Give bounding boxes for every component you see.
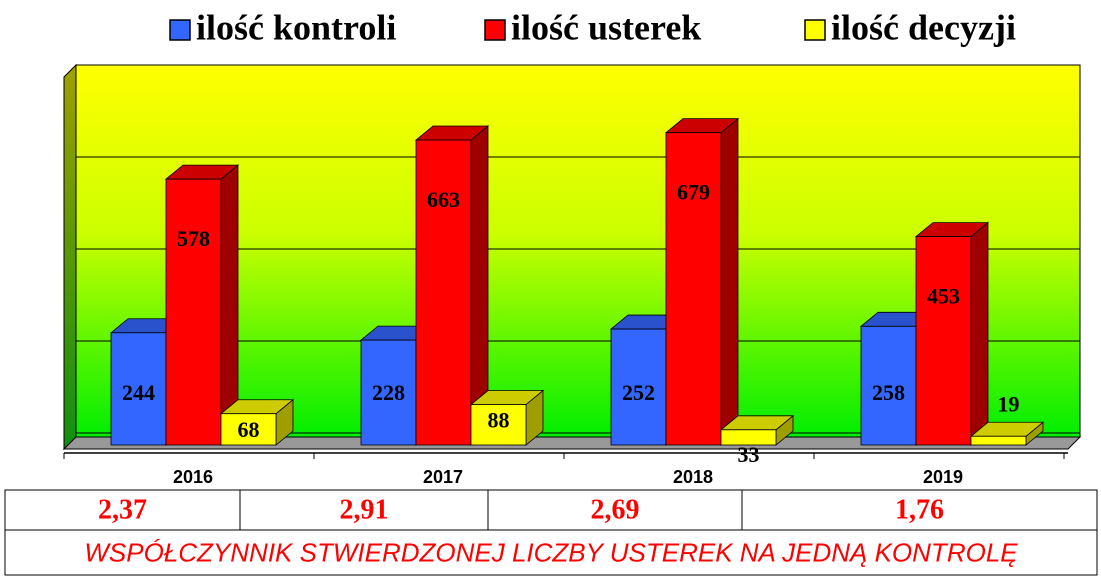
data-label: 453 xyxy=(927,284,960,309)
table-cell: 1,76 xyxy=(895,494,944,525)
data-label: 244 xyxy=(122,380,155,405)
bar xyxy=(970,435,1027,446)
legend-swatch xyxy=(484,19,506,41)
side-wall xyxy=(63,63,77,451)
legend-swatch xyxy=(169,19,191,41)
data-label: 228 xyxy=(372,380,405,405)
data-label: 258 xyxy=(872,380,905,405)
bar-side xyxy=(970,221,989,446)
x-tick-label: 2019 xyxy=(923,467,963,487)
table-cell: 2,37 xyxy=(98,494,147,525)
data-label: 578 xyxy=(177,226,210,251)
x-tick-label: 2016 xyxy=(173,467,213,487)
bar xyxy=(110,332,167,446)
table-border xyxy=(4,489,1098,576)
data-label: 88 xyxy=(488,408,510,433)
bar xyxy=(415,139,472,446)
x-tick-label: 2017 xyxy=(423,467,463,487)
table-cell: 2,91 xyxy=(340,494,389,525)
bar xyxy=(720,429,777,446)
bar xyxy=(165,178,222,446)
legend-label: ilość usterek xyxy=(511,7,701,47)
bar xyxy=(360,339,417,446)
data-label: 33 xyxy=(738,442,760,467)
bar xyxy=(220,413,277,446)
bar xyxy=(915,236,972,446)
bar xyxy=(665,132,722,446)
data-label: 663 xyxy=(427,187,460,212)
table-caption: WSPÓŁCZYNNIK STWIERDZONEJ LICZBY USTEREK… xyxy=(84,537,1018,567)
bar xyxy=(610,328,667,446)
table-cell: 2,69 xyxy=(591,494,640,525)
data-label: 68 xyxy=(238,417,260,442)
data-label: 679 xyxy=(677,180,710,205)
x-tick-label: 2018 xyxy=(673,467,713,487)
data-label: 252 xyxy=(622,380,655,405)
legend-label: ilość kontroli xyxy=(196,7,396,47)
bar-side xyxy=(720,117,739,446)
data-label: 19 xyxy=(998,391,1020,416)
legend-swatch xyxy=(804,19,826,41)
legend-label: ilość decyzji xyxy=(831,7,1016,47)
floor xyxy=(62,436,1082,450)
bar xyxy=(470,404,527,446)
